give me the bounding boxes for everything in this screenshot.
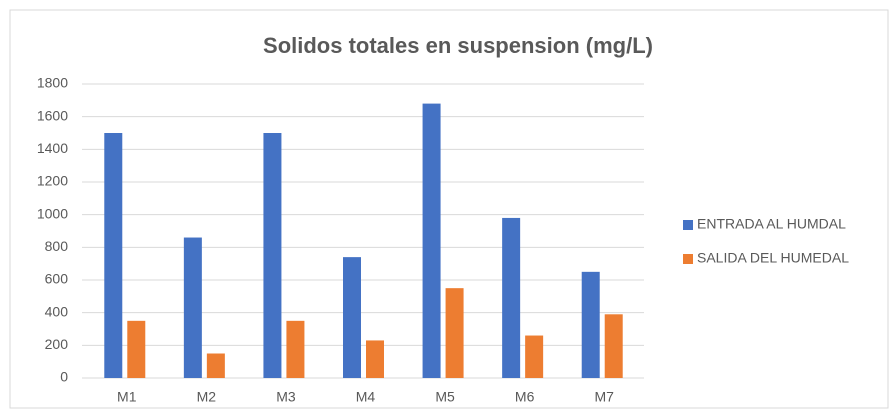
y-tick-label: 1000 <box>37 205 68 221</box>
y-tick-label: 1600 <box>37 107 68 123</box>
legend-swatch <box>683 254 693 264</box>
x-tick-label: M4 <box>356 389 376 405</box>
bar <box>127 320 146 378</box>
bar <box>104 133 123 378</box>
y-tick-label: 1400 <box>37 140 68 156</box>
bar <box>183 237 202 378</box>
y-tick-label: 600 <box>45 271 69 287</box>
bar <box>206 353 225 378</box>
x-tick-label: M2 <box>197 389 217 405</box>
y-tick-label: 800 <box>45 238 69 254</box>
bar <box>366 340 384 378</box>
legend-label: ENTRADA AL HUMDAL <box>697 216 846 232</box>
bar <box>502 217 521 378</box>
chart-title: Solidos totales en suspension (mg/L) <box>263 33 653 58</box>
bar <box>263 133 282 378</box>
bar <box>343 257 361 378</box>
legend-swatch <box>683 220 693 230</box>
bar <box>525 335 544 378</box>
y-tick-label: 1200 <box>37 173 68 189</box>
legend-label: SALIDA DEL HUMEDAL <box>697 250 849 266</box>
y-tick-label: 200 <box>45 336 69 352</box>
bar <box>422 103 441 378</box>
bar <box>445 288 464 378</box>
bar <box>581 271 600 378</box>
x-tick-label: M3 <box>276 389 296 405</box>
x-tick-label: M7 <box>594 389 614 405</box>
y-tick-label: 400 <box>45 303 69 319</box>
bar <box>286 320 305 378</box>
x-tick-label: M6 <box>515 389 535 405</box>
x-tick-label: M5 <box>435 389 455 405</box>
y-tick-label: 0 <box>60 369 68 385</box>
bar <box>604 314 623 378</box>
x-tick-label: M1 <box>117 389 137 405</box>
y-tick-label: 1800 <box>37 75 68 91</box>
